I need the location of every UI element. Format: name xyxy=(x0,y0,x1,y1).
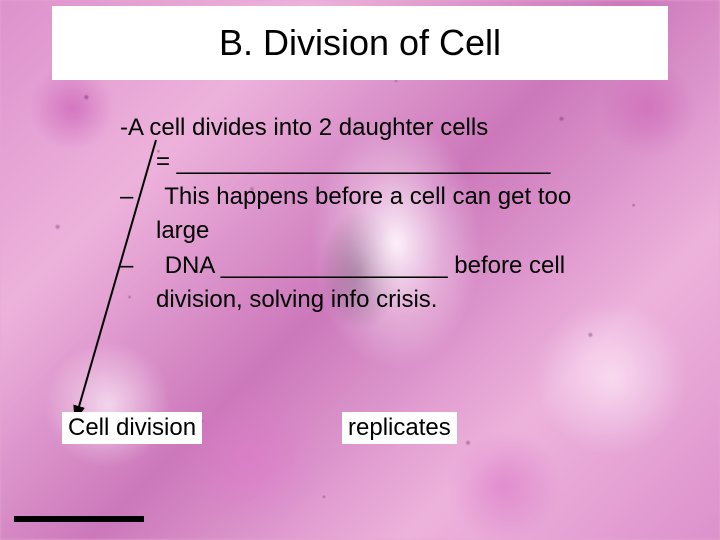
answer-replicates: replicates xyxy=(342,412,457,444)
content-block: -A cell divides into 2 daughter cells = … xyxy=(120,112,690,318)
scale-bar xyxy=(14,516,144,522)
bullet-line-1: -A cell divides into 2 daughter cells xyxy=(120,112,690,144)
bullet-line-3-wrap: – This happens before a cell can get too xyxy=(120,181,690,213)
dash-icon: – xyxy=(120,252,133,279)
bullet-line-4: large xyxy=(120,215,690,247)
answer-1-text: Cell division xyxy=(68,414,196,441)
bullet-line-5: DNA _________________ before cell xyxy=(165,252,565,279)
title-box: B. Division of Cell xyxy=(52,6,668,80)
dash-icon: – xyxy=(120,183,133,210)
answer-2-text: replicates xyxy=(348,414,451,441)
answer-cell-division: Cell division xyxy=(62,412,202,444)
bullet-line-2: = ____________________________ xyxy=(120,146,690,178)
bullet-line-5-wrap: – DNA _________________ before cell xyxy=(120,250,690,282)
bullet-line-6: division, solving info crisis. xyxy=(120,284,690,316)
bullet-line-3: This happens before a cell can get too xyxy=(164,183,571,210)
slide-title: B. Division of Cell xyxy=(219,22,501,64)
